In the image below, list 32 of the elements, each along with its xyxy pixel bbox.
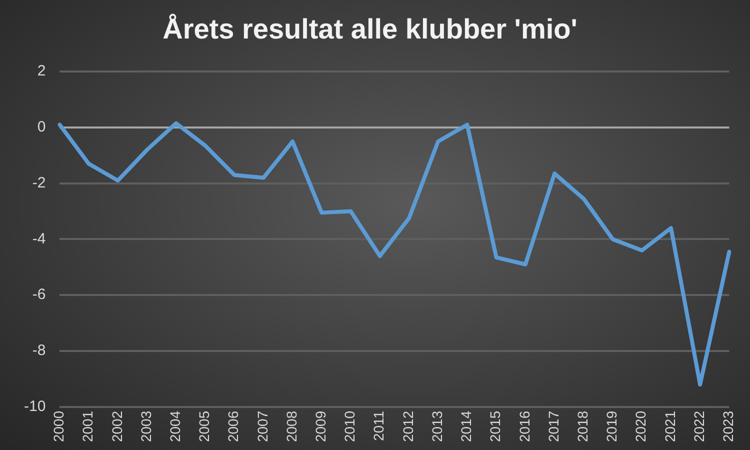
x-tick-label: 2021 (662, 410, 678, 442)
y-tick-label: -8 (32, 342, 46, 360)
x-tick-label: 2018 (574, 410, 591, 442)
x-tick-label: 2011 (370, 410, 387, 441)
x-tick-label: 2008 (283, 410, 300, 442)
y-tick-label: -6 (32, 286, 46, 304)
x-tick-label: 2004 (166, 410, 183, 442)
x-tick-label: 2023 (720, 410, 736, 442)
x-tick-label: 2002 (108, 410, 125, 442)
x-tick-label: 2010 (342, 410, 358, 442)
x-tick-label: 2015 (487, 410, 504, 442)
x-tick-label: 2006 (225, 410, 242, 442)
x-tick-label: 2012 (400, 410, 416, 442)
x-tick-label: 2016 (516, 410, 532, 442)
x-tick-label: 2013 (428, 410, 445, 442)
x-tick-label: 2005 (196, 410, 212, 442)
x-tick-label: 2019 (604, 410, 620, 442)
y-tick-label: 2 (37, 62, 46, 80)
x-tick-label: 2020 (632, 410, 649, 442)
x-tick-label: 2001 (80, 410, 96, 442)
y-tick-label: -2 (32, 174, 46, 192)
x-tick-label: 2017 (545, 410, 562, 442)
y-tick-label: -10 (24, 398, 46, 415)
y-tick-label: 0 (37, 118, 46, 136)
chart-title: Årets resultat alle klubber 'mio' (162, 14, 578, 45)
x-tick-label: 2022 (690, 410, 707, 442)
x-tick-label: 2009 (312, 410, 329, 442)
x-tick-label: 2014 (458, 410, 474, 442)
x-tick-label: 2007 (254, 410, 270, 442)
y-tick-label: -4 (32, 230, 46, 248)
x-tick-label: 2000 (50, 410, 67, 442)
x-tick-label: 2003 (138, 410, 154, 442)
